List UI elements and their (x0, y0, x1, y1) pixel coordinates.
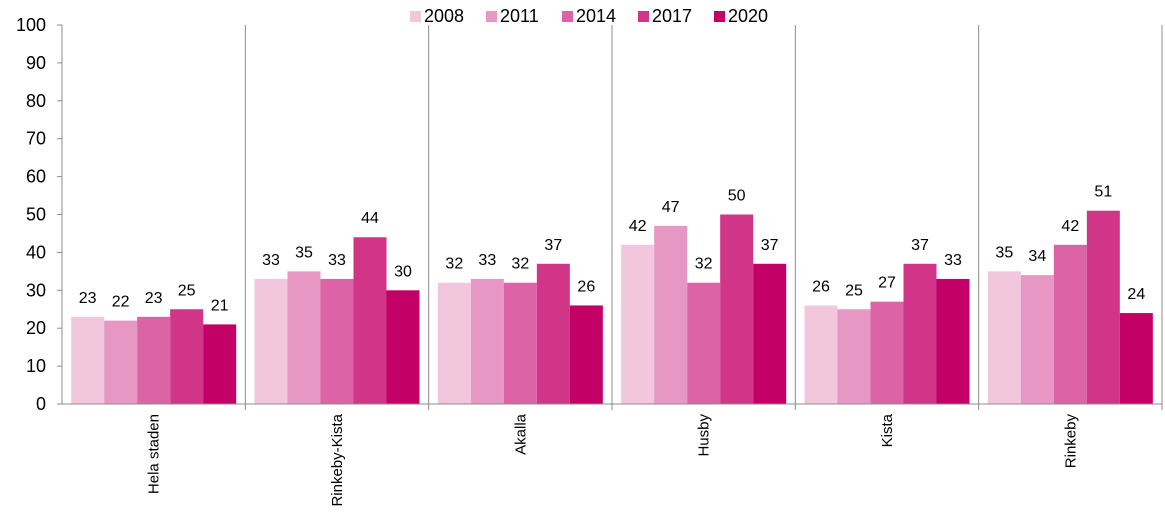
x-category-label: Husby (696, 414, 713, 457)
bar-2008-5 (987, 271, 1021, 404)
data-label: 23 (79, 290, 97, 307)
data-label: 35 (295, 244, 313, 261)
y-tick-label: 30 (26, 280, 46, 300)
legend-swatch (638, 11, 649, 22)
x-category-label: Akalla (512, 413, 529, 455)
bar-2014-1 (320, 278, 354, 404)
bar-2017-5 (1086, 210, 1120, 404)
data-label: 32 (695, 256, 713, 273)
x-category-label: Kista (879, 413, 896, 447)
bar-2020-0 (203, 324, 237, 404)
bar-2020-5 (1119, 313, 1153, 404)
data-label: 26 (577, 278, 595, 295)
y-tick-label: 10 (26, 356, 46, 376)
data-label: 22 (112, 294, 130, 311)
bars (71, 210, 1153, 404)
data-label: 25 (845, 282, 863, 299)
y-tick-label: 50 (26, 205, 46, 225)
bar-2011-1 (287, 271, 321, 404)
legend-swatch (486, 11, 497, 22)
data-label: 25 (178, 282, 196, 299)
y-tick-label: 20 (26, 318, 46, 338)
legend-swatch (714, 11, 725, 22)
data-label: 50 (728, 188, 746, 205)
bar-2017-2 (536, 263, 570, 404)
x-category-label: Rinkeby-Kista (329, 413, 346, 506)
y-tick-label: 70 (26, 129, 46, 149)
category-gridlines (244, 25, 1163, 410)
bar-2020-4 (936, 278, 970, 404)
legend-label: 2020 (728, 6, 768, 26)
bar-2011-4 (837, 309, 871, 404)
data-label: 42 (1061, 218, 1079, 235)
bar-2014-3 (687, 282, 721, 404)
bar-2008-2 (437, 282, 471, 404)
bar-2008-4 (804, 305, 838, 404)
data-label: 33 (478, 252, 496, 269)
bar-2008-0 (71, 316, 105, 404)
data-label: 37 (761, 237, 779, 254)
y-tick-label: 0 (36, 394, 46, 414)
data-label: 51 (1094, 184, 1112, 201)
legend-label: 2008 (424, 6, 464, 26)
bar-2017-3 (720, 214, 754, 404)
legend-label: 2011 (500, 6, 539, 26)
bar-2014-4 (870, 301, 904, 404)
data-label: 42 (629, 218, 647, 235)
bar-2008-3 (621, 244, 655, 404)
legend-label: 2014 (576, 6, 616, 26)
bar-2008-1 (254, 278, 288, 404)
bar-2011-5 (1020, 275, 1054, 404)
data-labels: 23 33 32 42 26 35 22 35 33 47 25 34 23 33 32 32 27 42 25 44… (79, 184, 1146, 315)
legend-swatch (562, 11, 573, 22)
y-tick-label: 80 (26, 91, 46, 111)
data-label: 33 (944, 252, 962, 269)
data-label: 32 (511, 256, 529, 273)
data-label: 33 (328, 252, 346, 269)
bar-2017-1 (353, 237, 387, 404)
data-label: 32 (445, 256, 463, 273)
bar-2011-0 (104, 320, 138, 404)
legend-label: 2017 (652, 6, 692, 26)
y-tick-label: 40 (26, 242, 46, 262)
bar-2011-3 (654, 225, 688, 404)
y-tick-label: 100 (16, 15, 46, 35)
data-label: 27 (878, 275, 896, 292)
y-tick-label: 60 (26, 167, 46, 187)
bar-2011-2 (470, 278, 504, 404)
data-label: 26 (812, 278, 830, 295)
bar-2014-0 (137, 316, 171, 404)
data-label: 23 (145, 290, 163, 307)
x-axis-category-labels: Hela staden Rinkeby-Kista Akalla Husby Kista… (146, 413, 1080, 506)
bar-2017-0 (170, 309, 204, 404)
legend-swatch (410, 11, 421, 22)
data-label: 21 (211, 297, 229, 314)
y-axis-ticks: 0 10 20 30 40 50 60 70 80 90 100 (16, 15, 62, 414)
bar-2020-3 (753, 263, 787, 404)
data-label: 30 (394, 263, 412, 280)
x-category-label: Hela staden (146, 414, 163, 494)
y-tick-label: 90 (26, 53, 46, 73)
bar-2014-2 (503, 282, 537, 404)
legend: 2008 2011 2014 2017 2020 (410, 6, 768, 26)
data-label: 24 (1127, 286, 1145, 303)
x-category-label: Rinkeby (1062, 414, 1079, 469)
data-label: 35 (995, 244, 1013, 261)
data-label: 44 (361, 210, 379, 227)
data-label: 34 (1028, 248, 1046, 265)
bar-2017-4 (903, 263, 937, 404)
bar-2014-5 (1053, 244, 1087, 404)
data-label: 37 (911, 237, 929, 254)
bar-2020-2 (569, 305, 603, 404)
data-label: 47 (662, 199, 680, 216)
data-label: 33 (262, 252, 280, 269)
data-label: 37 (544, 237, 562, 254)
bar-2020-1 (386, 290, 420, 404)
